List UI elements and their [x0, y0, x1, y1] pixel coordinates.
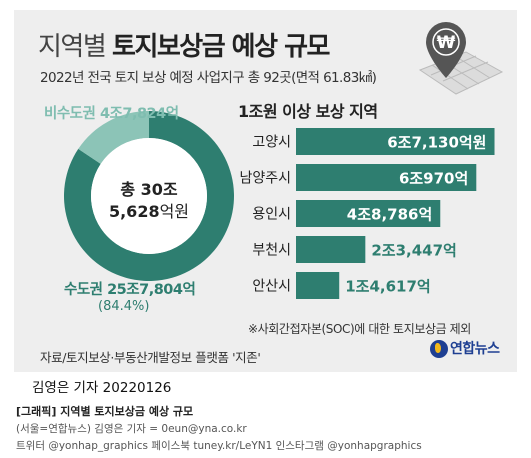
yonhap-logo: 연합뉴스	[430, 338, 500, 358]
bar-category-label: 남양주시	[239, 171, 291, 187]
source-text: 자료/토지보상·부동산개발정보 플랫폼 '지존'	[40, 350, 261, 365]
caption-title: [그래픽] 지역별 토지보상금 예상 규모	[16, 405, 194, 418]
noncapital-label: 비수도권 4조7,824억	[44, 102, 179, 123]
caption-social: 트위터 @yonhap_graphics 페이스북 tuney.kr/LeYN1…	[16, 440, 422, 452]
noncapital-name: 비수도권	[44, 106, 96, 122]
logo-text: 연합뉴스	[450, 341, 500, 357]
bar-category-label: 고양시	[252, 135, 291, 151]
capital-label: 수도권 25조7,804억	[64, 278, 196, 299]
subtitle: 2022년 전국 토지 보상 예정 사업지구 총 92곳(면적 61.83㎢)	[40, 70, 377, 86]
yonhap-logo-icon	[430, 340, 448, 358]
bar-1	[296, 128, 495, 155]
bar-2	[296, 164, 477, 191]
title-plain: 지역별	[38, 32, 107, 62]
capital-value: 25조7,804억	[107, 282, 196, 298]
bar-5	[296, 272, 340, 299]
capital-percent: (84.4%)	[98, 299, 150, 314]
bar-chart-title: 1조원 이상 보상 지역	[238, 102, 378, 121]
map-pin-won-icon: ₩	[418, 22, 504, 95]
bar-category-label: 부천시	[252, 243, 291, 259]
noncapital-value: 4조7,824억	[99, 106, 179, 122]
capital-name: 수도권	[64, 282, 103, 298]
total-unit: 억원	[159, 202, 190, 221]
bar-category-label: 안산시	[252, 279, 291, 295]
bar-value-label: 2조3,447억	[371, 242, 456, 260]
page-title: 지역별 토지보상금 예상 규모	[38, 26, 330, 63]
byline: 김영은 기자 20220126	[32, 380, 172, 396]
bar-value-label: 4조8,786억	[347, 206, 432, 224]
total-value: 5,628	[108, 202, 160, 221]
title-bold: 토지보상금 예상 규모	[112, 32, 330, 62]
donut-slice-capital	[64, 111, 235, 281]
donut-slice-noncapital	[78, 111, 149, 164]
donut-hole	[91, 138, 207, 254]
bar-category-label: 용인시	[252, 207, 291, 223]
bar-value-label: 1조4,617억	[345, 278, 430, 296]
total-line-1: 총 30조	[120, 180, 178, 199]
bar-value-label: 6조7,130억원	[387, 134, 486, 152]
footnote: ※사회간접자본(SOC)에 대한 토지보상금 제외	[248, 322, 471, 336]
total-line-2: 5,628억원	[84, 198, 214, 222]
bar-value-label: 6조970억	[399, 170, 468, 188]
bar-3	[296, 200, 441, 227]
svg-text:₩: ₩	[437, 33, 456, 53]
bar-4	[296, 236, 366, 263]
caption-credit: (서울=연합뉴스) 김영은 기자 = 0eun@yna.co.kr	[16, 423, 247, 435]
